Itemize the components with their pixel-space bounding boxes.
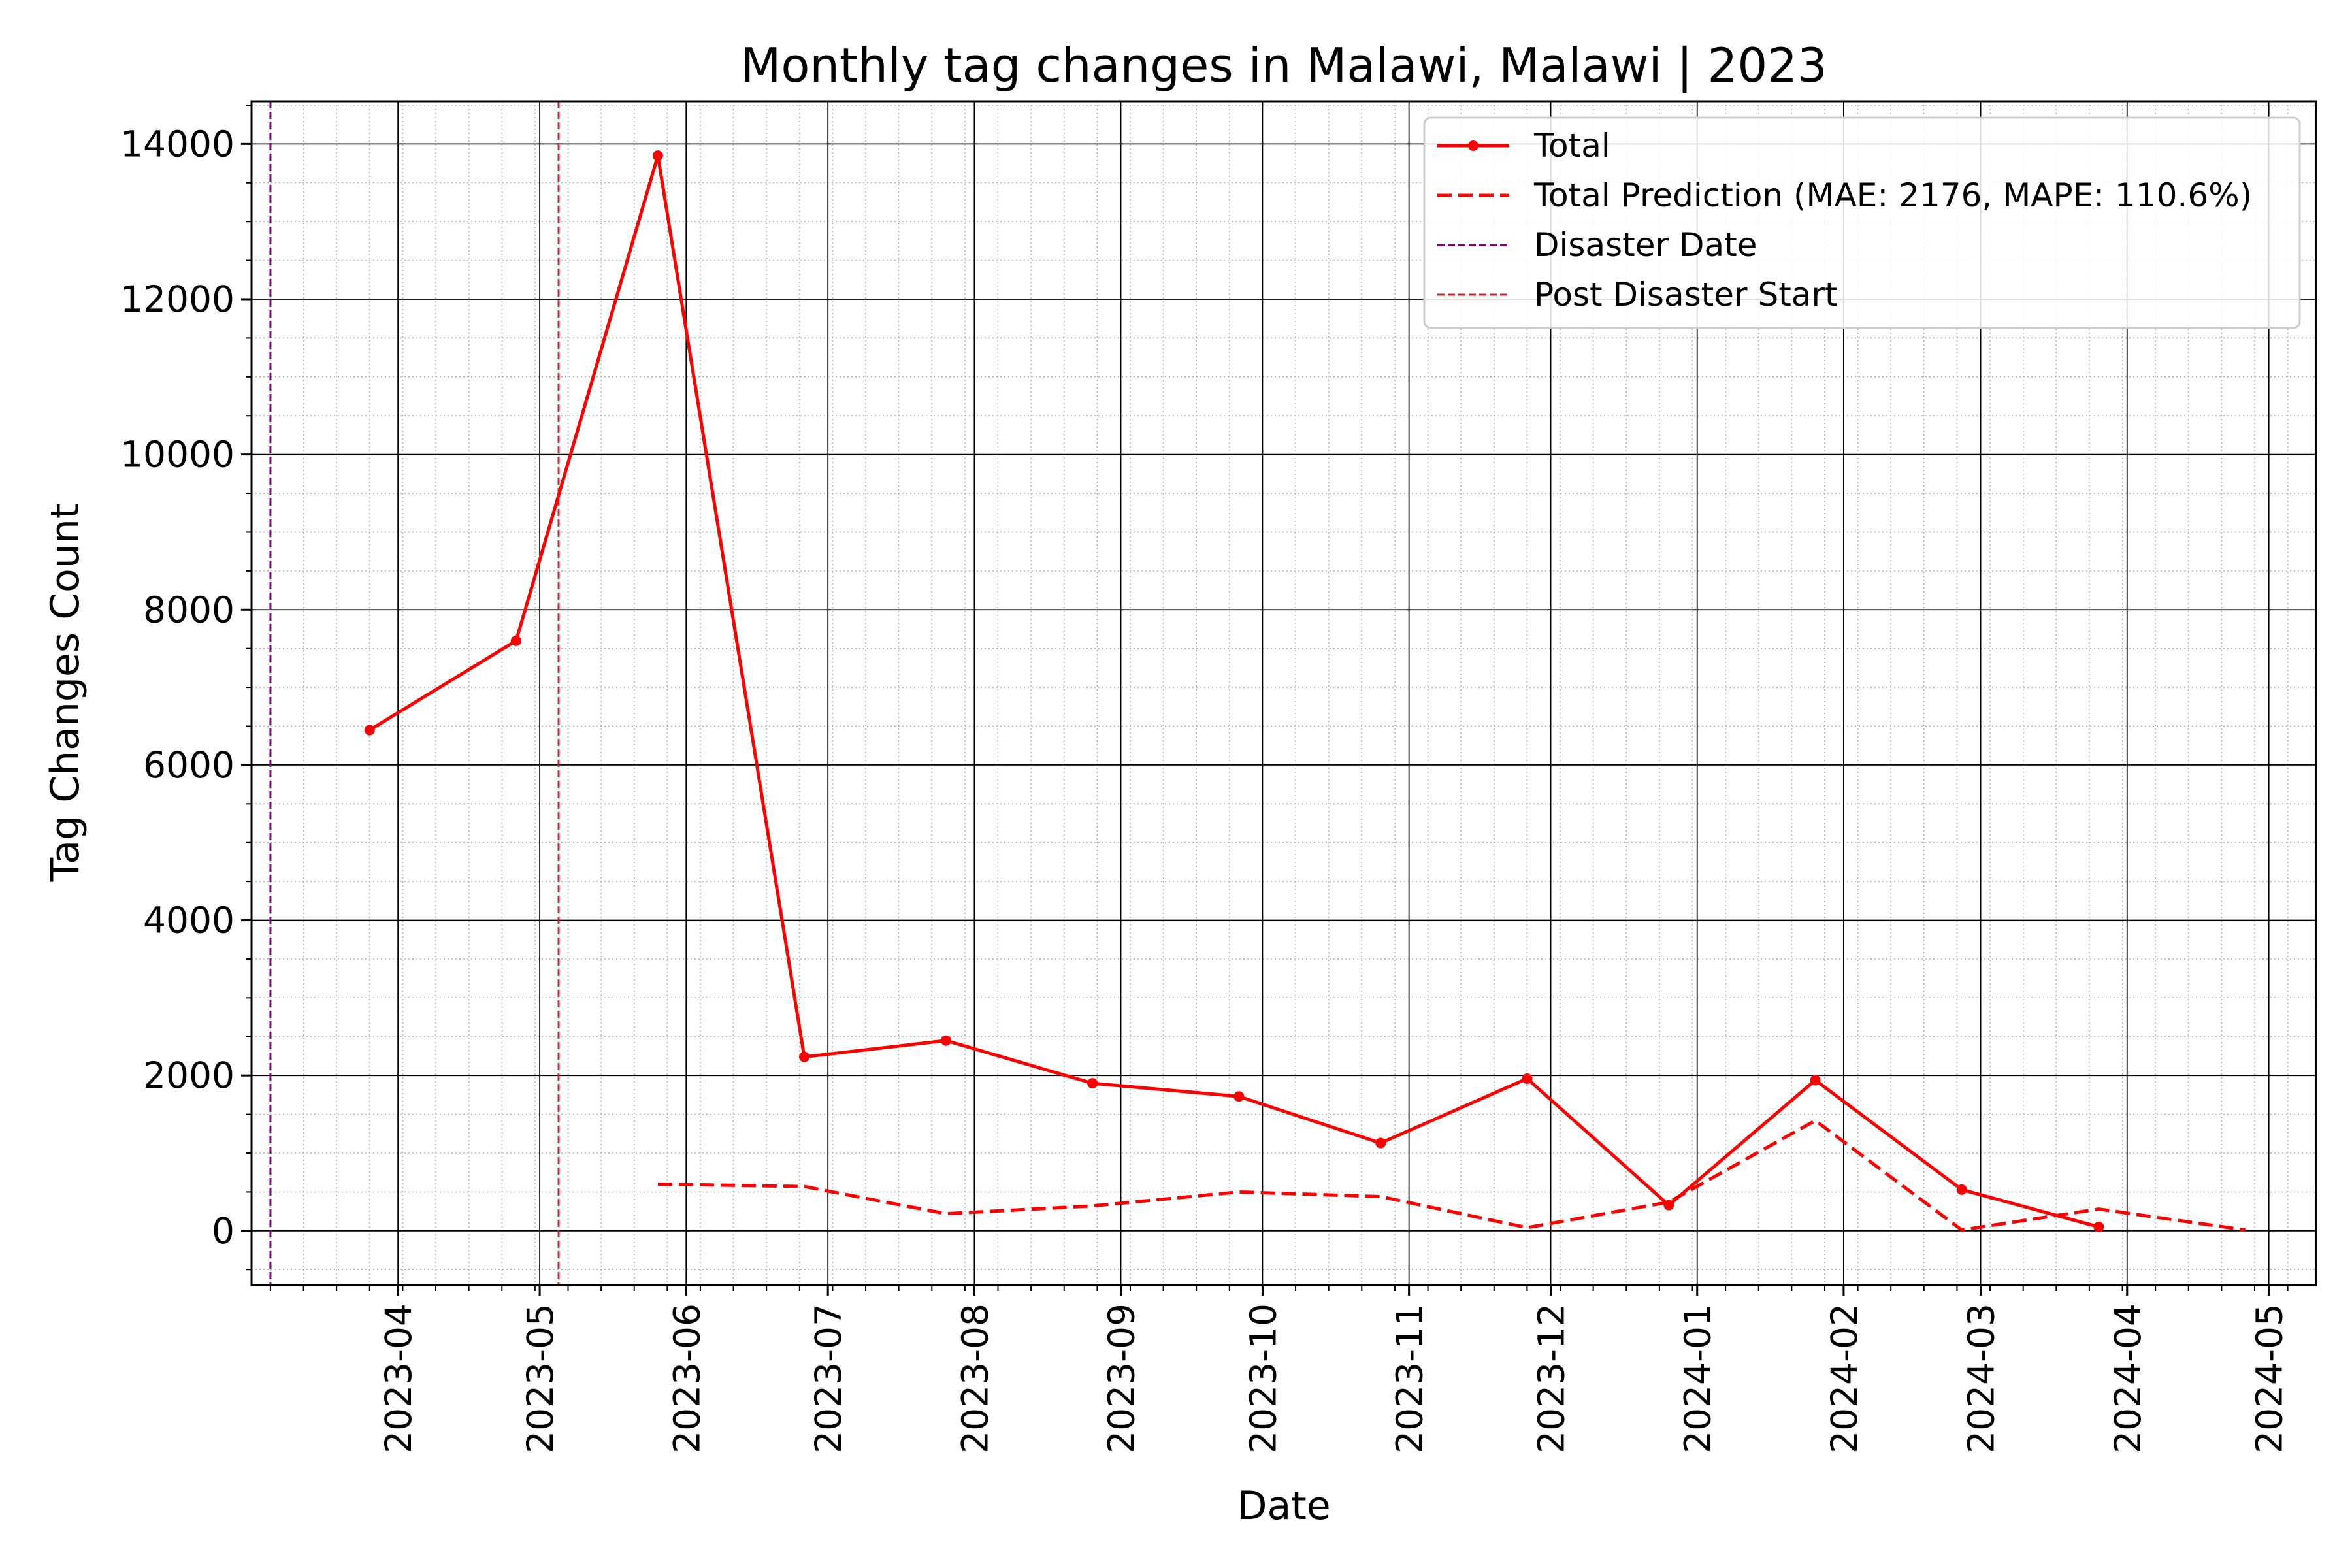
x-tick-label: 2024-01 [1677,1303,1719,1454]
y-tick-label: 10000 [120,434,235,476]
series-layer [364,150,2246,1232]
y-tick-label: 14000 [120,123,235,165]
data-point-total [1956,1184,1967,1195]
legend: Total Total Prediction (MAE: 2176, MAPE:… [1423,116,2301,329]
data-point-total [1375,1137,1386,1149]
y-tick-label: 8000 [143,589,235,630]
y-tick-label: 12000 [120,278,235,320]
y-axis-ticks: 0 2000 4000 6000 8000 10000 12000 14000 [120,104,252,1271]
data-point-total [1522,1073,1533,1084]
data-point-total [652,150,663,161]
legend-box [1423,116,2301,329]
x-tick-label: 2023-07 [808,1303,849,1454]
y-tick-label: 4000 [143,900,235,941]
x-axis-ticks: 2023-04 2023-05 2023-06 2023-07 2023-08 2023-… [269,1285,2291,1454]
data-point-total [1810,1075,1821,1086]
data-point-total [1233,1091,1245,1102]
x-tick-label: 2023-09 [1101,1303,1143,1454]
data-point-total [2093,1221,2104,1232]
x-tick-label: 2024-02 [1823,1303,1865,1454]
x-tick-label: 2023-06 [666,1303,708,1454]
x-tick-label: 2023-04 [378,1303,419,1454]
data-point-total [940,1035,951,1046]
data-point-total [364,725,375,736]
x-tick-label: 2024-05 [2249,1303,2291,1454]
y-axis-label: Tag Changes Count [42,504,88,883]
legend-label-post-disaster: Post Disaster Start [1534,276,1838,314]
y-tick-label: 0 [212,1210,235,1252]
legend-label-total: Total [1533,127,1610,165]
x-tick-label: 2023-10 [1242,1303,1284,1454]
plot-frame [250,100,2317,1286]
y-tick-label: 2000 [143,1054,235,1096]
event-lines [269,101,560,1285]
x-tick-label: 2023-12 [1531,1303,1573,1454]
y-tick-label: 6000 [143,744,235,786]
x-axis-label: Date [1237,1483,1330,1529]
x-tick-label: 2024-04 [2107,1303,2149,1454]
legend-marker-total [1468,140,1478,151]
series-prediction-line [657,1119,2246,1232]
x-tick-label: 2023-08 [954,1303,996,1454]
x-tick-label: 2023-05 [519,1303,561,1454]
x-tick-label: 2024-03 [1961,1303,2002,1454]
data-point-total [1087,1078,1098,1089]
legend-label-prediction: Total Prediction (MAE: 2176, MAPE: 110.6… [1533,176,2252,214]
legend-label-disaster: Disaster Date [1534,226,1757,264]
data-point-total [510,635,521,646]
chart-title: Monthly tag changes in Malawi, Malawi | … [740,38,1827,93]
data-point-total [799,1051,810,1062]
x-tick-label: 2023-11 [1389,1303,1431,1454]
